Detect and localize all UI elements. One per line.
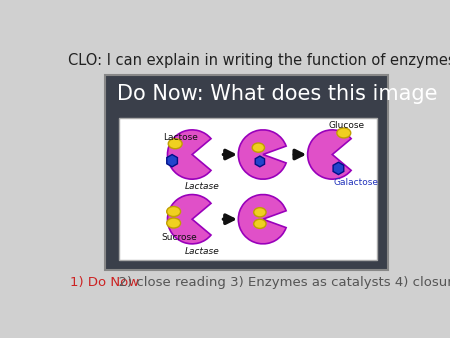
Bar: [105, 75, 388, 270]
Text: Do Now: What does this image: Do Now: What does this image: [117, 84, 437, 104]
Ellipse shape: [166, 207, 180, 217]
Text: Lactase: Lactase: [184, 247, 219, 256]
Text: Sucrose: Sucrose: [161, 233, 197, 242]
Polygon shape: [167, 154, 177, 167]
Bar: [119, 118, 377, 260]
Polygon shape: [333, 162, 344, 174]
Text: Lactose: Lactose: [163, 133, 198, 142]
Text: Galactose: Galactose: [334, 178, 379, 187]
Wedge shape: [238, 195, 286, 244]
Ellipse shape: [168, 139, 182, 149]
Wedge shape: [308, 130, 351, 179]
Ellipse shape: [252, 143, 265, 152]
Wedge shape: [167, 195, 211, 244]
Ellipse shape: [166, 218, 180, 228]
Text: 2) close reading 3) Enzymes as catalysts 4) closure: 2) close reading 3) Enzymes as catalysts…: [110, 276, 450, 289]
Ellipse shape: [337, 128, 351, 138]
Wedge shape: [238, 130, 286, 179]
Ellipse shape: [254, 208, 266, 217]
Text: Lactase: Lactase: [184, 182, 219, 191]
Ellipse shape: [254, 219, 266, 228]
Polygon shape: [255, 156, 265, 167]
Text: CLO: I can explain in writing the function of enzymes as catalysts.: CLO: I can explain in writing the functi…: [68, 53, 450, 68]
Wedge shape: [167, 130, 211, 179]
Text: Glucose: Glucose: [328, 121, 364, 130]
Text: 1) Do Now: 1) Do Now: [70, 276, 139, 289]
